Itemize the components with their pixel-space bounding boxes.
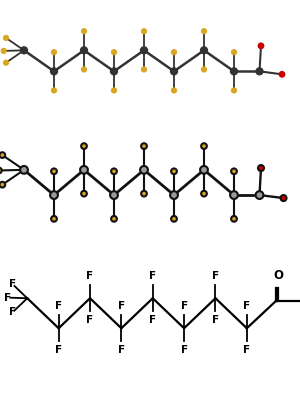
Circle shape (202, 67, 206, 72)
Circle shape (171, 68, 178, 75)
Text: F: F (181, 345, 188, 355)
Circle shape (1, 49, 6, 53)
Circle shape (142, 29, 146, 34)
Circle shape (232, 88, 236, 93)
Circle shape (201, 47, 208, 54)
Circle shape (80, 166, 88, 174)
Circle shape (232, 50, 236, 55)
Circle shape (258, 165, 264, 171)
Circle shape (80, 47, 88, 54)
Circle shape (231, 168, 237, 174)
Circle shape (280, 195, 286, 201)
Circle shape (279, 72, 285, 77)
Circle shape (141, 47, 148, 54)
Circle shape (172, 88, 176, 93)
Text: F: F (9, 279, 16, 289)
Circle shape (170, 191, 178, 199)
Text: F: F (9, 307, 16, 318)
Circle shape (0, 182, 5, 188)
Circle shape (202, 29, 206, 34)
Circle shape (52, 88, 56, 93)
Text: F: F (55, 301, 62, 311)
Text: F: F (212, 315, 219, 325)
Circle shape (231, 216, 237, 222)
Circle shape (112, 50, 116, 55)
Circle shape (230, 68, 238, 75)
Circle shape (256, 191, 263, 199)
Circle shape (82, 67, 86, 72)
Circle shape (81, 143, 87, 149)
Text: F: F (212, 271, 219, 281)
Circle shape (110, 68, 118, 75)
Circle shape (141, 191, 147, 196)
Circle shape (142, 67, 146, 72)
Circle shape (258, 43, 264, 49)
Circle shape (4, 60, 8, 65)
Circle shape (172, 50, 176, 55)
Text: F: F (118, 301, 125, 311)
Text: O: O (273, 269, 284, 282)
Circle shape (81, 191, 87, 196)
Circle shape (50, 191, 58, 199)
Text: F: F (243, 301, 250, 311)
Text: F: F (118, 345, 125, 355)
Text: F: F (181, 301, 188, 311)
Circle shape (200, 166, 208, 174)
Circle shape (111, 216, 117, 222)
Circle shape (112, 88, 116, 93)
Circle shape (256, 68, 263, 75)
Text: F: F (149, 271, 156, 281)
Circle shape (82, 29, 86, 34)
Circle shape (0, 152, 5, 158)
Circle shape (50, 68, 58, 75)
Text: F: F (86, 271, 94, 281)
Text: F: F (86, 315, 94, 325)
Circle shape (51, 168, 57, 174)
Circle shape (51, 216, 57, 222)
Text: F: F (55, 345, 62, 355)
Circle shape (201, 191, 207, 196)
Circle shape (171, 168, 177, 174)
Circle shape (230, 191, 238, 199)
Circle shape (201, 143, 207, 149)
Circle shape (141, 143, 147, 149)
Circle shape (20, 166, 28, 174)
Text: alamy - HWXK3Y: alamy - HWXK3Y (112, 387, 188, 395)
Circle shape (111, 168, 117, 174)
Circle shape (0, 168, 2, 173)
Circle shape (20, 47, 28, 54)
Text: F: F (4, 293, 11, 303)
Circle shape (52, 50, 56, 55)
Circle shape (140, 166, 148, 174)
Text: F: F (243, 345, 250, 355)
Circle shape (110, 191, 118, 199)
Circle shape (4, 36, 8, 40)
Circle shape (171, 216, 177, 222)
Text: F: F (149, 315, 156, 325)
